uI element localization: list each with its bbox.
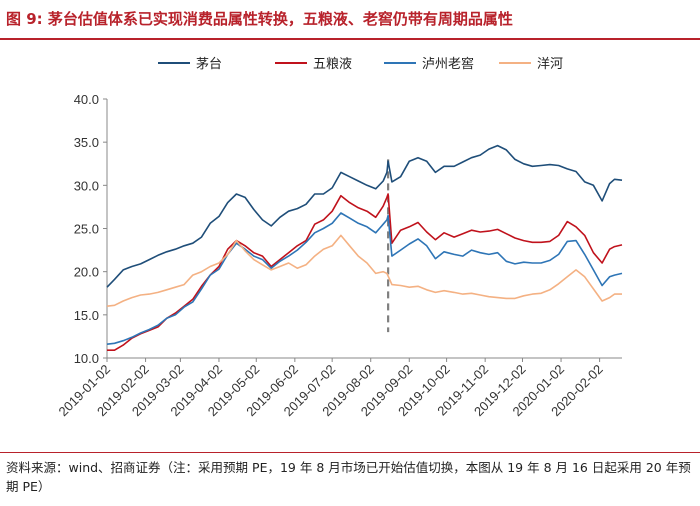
y-tick-label: 10.0 [74, 351, 99, 366]
series-line-2 [106, 212, 623, 345]
series-line-3 [106, 234, 622, 307]
legend-label-0: 茅台 [196, 57, 222, 72]
y-tick-label: 30.0 [74, 178, 99, 193]
footer-divider [0, 452, 700, 453]
series-line-0 [106, 144, 623, 288]
pe-line-chart: 茅台 五粮液 泸州老窖 洋河 10.0 15.0 20.0 25.0 30.0 35.0 40.0… [55, 56, 623, 419]
chart-legend: 茅台 五粮液 泸州老窖 洋河 [158, 56, 563, 72]
legend-label-2: 泸州老窖 [422, 56, 474, 72]
y-tick-label: 25.0 [74, 222, 99, 237]
series-layer [106, 144, 623, 351]
legend-label-1: 五粮液 [313, 57, 352, 72]
legend-label-3: 洋河 [537, 57, 563, 72]
y-tick-label: 35.0 [74, 135, 99, 150]
chart-axes: 10.015.020.025.030.035.040.02019-01-0220… [55, 92, 622, 419]
figure-title: 图 9: 茅台估值体系已实现消费品属性转换，五粮液、老窖仍带有周期品属性 [6, 10, 513, 28]
y-tick-label: 20.0 [74, 265, 99, 280]
series-line-1 [107, 193, 623, 351]
title-divider [0, 38, 700, 40]
y-tick-label: 15.0 [74, 308, 99, 323]
source-note: 资料来源：wind、招商证券（注：采用预期 PE，19 年 8 月市场已开始估值… [6, 460, 691, 494]
y-tick-label: 40.0 [74, 92, 99, 107]
